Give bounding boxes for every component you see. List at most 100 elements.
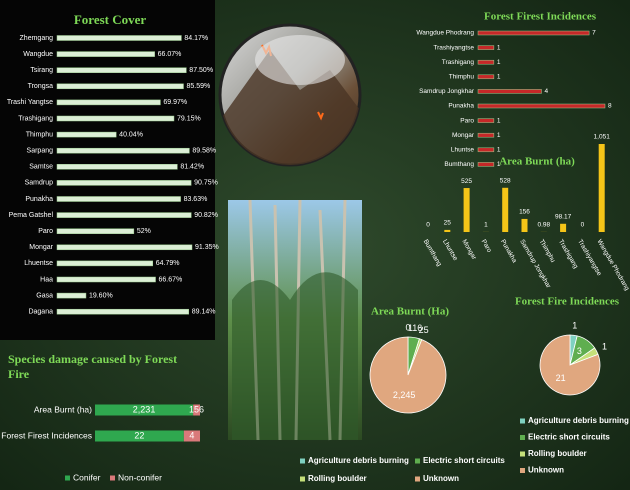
bar [478,89,542,93]
value-label: 1 [497,44,501,51]
value-label: 7 [592,30,596,37]
bar [57,293,86,298]
bar [560,224,566,232]
bar [57,132,116,137]
bar [444,230,450,232]
legend-swatch [415,477,420,482]
legend-label: Non-conifer [118,472,162,482]
value-label: 91.35% [195,244,219,251]
bar [502,188,508,232]
legend-label: Electric short circuits [423,456,505,465]
category-label: Zhemgang [20,35,54,42]
category-label: Mongar [29,244,53,251]
value-label: 525 [461,178,472,185]
category-label: Dagana [28,309,53,316]
value-label: 528 [500,178,511,185]
value-label: 40.04% [119,131,143,138]
bar [478,31,589,35]
bar [57,148,189,153]
segment-label: 22 [134,430,144,440]
slice-label: 25 [419,325,429,335]
category-label: Paro [38,228,53,235]
legend-swatch [520,452,525,457]
value-label: 89.14% [192,309,216,316]
legend-label: Agriculture debris burning [308,456,409,465]
category-label: Mongar [452,132,475,139]
chart-title: Forest Cover [74,12,147,27]
bar [57,84,183,89]
legend-label: Unknown [528,466,564,475]
bar [57,100,160,105]
bar [57,180,191,185]
segment-label: 156 [189,404,204,414]
category-label: Samdrup [25,180,54,187]
segment-label: 4 [189,430,194,440]
bar [478,133,494,137]
category-label: Bumthang [444,161,474,168]
category-label: Thimphu [26,131,53,138]
legend-swatch [300,459,305,464]
value-label: 89.58% [192,148,216,155]
bar [478,46,494,50]
value-label: 0 [426,222,430,229]
value-label: 1,051 [594,134,611,141]
category-label: Punakha [25,196,53,203]
category-label: Forest Firest Incidences [1,430,92,440]
chart-title: Area Burnt (ha) [499,156,575,168]
legend-swatch [300,477,305,482]
value-label: 4 [545,88,549,95]
legend-label: Electric short circuits [528,433,610,442]
bar [478,119,494,123]
value-label: 25 [444,220,452,227]
category-label: Lhuentse [24,260,53,267]
value-label: 79.15% [177,115,201,122]
pie-slice [370,337,446,413]
bar [57,52,155,57]
value-label: 1 [497,59,501,66]
bar [478,162,494,166]
bar [57,229,134,234]
value-label: 98.17 [555,213,572,220]
value-label: 52% [137,228,151,235]
value-label: 156 [519,209,530,216]
forest-photo [228,200,362,440]
value-label: 90.82% [194,212,218,219]
bar [57,116,174,121]
legend-label: Rolling boulder [308,474,367,483]
legend-label: Unknown [423,474,459,483]
category-label: Pema Gatshel [9,212,54,219]
page: Forest CoverZhemgang84.17%Wangdue66.07%T… [0,0,630,490]
bar [57,245,192,250]
category-label: Samdrup Jongkhar [419,88,475,95]
value-label: 84.17% [184,35,208,42]
bar [478,60,494,64]
category-label: Samtse [29,164,53,171]
bar [57,309,189,314]
value-label: 8 [608,103,612,110]
category-label: Haa [40,276,53,283]
bar [57,277,156,282]
category-label: Trongsa [28,83,54,90]
category-label: Gasa [36,292,53,299]
value-label: 1 [497,74,501,81]
value-label: 1 [497,147,501,154]
slice-label: 1 [602,341,607,351]
category-label: Trashigang [18,115,53,122]
value-label: 85.59% [186,83,210,90]
legend-label: Conifer [73,472,101,482]
legend-swatch [520,419,525,424]
legend-swatch [415,459,420,464]
value-label: 0.98 [537,222,550,229]
bar [478,148,494,152]
category-label: Wangdue Phodrang [416,30,474,37]
value-label: 1 [497,132,501,139]
legend-swatch [520,468,525,473]
legend-swatch [65,476,70,481]
legend-swatch [520,435,525,440]
bar [57,197,181,202]
category-label: Tsirang [30,67,53,74]
legend-label: Rolling boulder [528,449,587,458]
bar [57,164,177,169]
category-label: Punakha [448,103,474,110]
category-label: Paro [460,117,474,124]
